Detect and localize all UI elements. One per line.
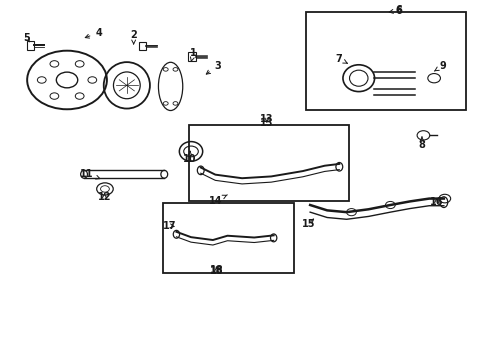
Text: 16: 16 [429,197,443,207]
Bar [138,42,146,50]
Bar [27,41,34,50]
Text: 6: 6 [395,6,402,17]
Text: 12: 12 [98,192,111,202]
Text: 15: 15 [301,219,315,229]
Text: 6: 6 [388,5,402,15]
Text: 14: 14 [208,195,227,206]
Text: 8: 8 [418,137,425,150]
Bar [188,53,196,61]
Text: 17: 17 [163,221,176,231]
Text: 18: 18 [209,265,223,275]
Text: 3: 3 [206,61,221,74]
Text: 13: 13 [260,113,273,123]
Text: 18: 18 [209,266,223,276]
Text: 13: 13 [260,118,273,128]
Bar [188,125,348,202]
Text: 9: 9 [433,61,446,71]
Bar [305,12,465,111]
Text: 7: 7 [334,54,346,64]
Text: 1: 1 [190,48,196,61]
Text: 11: 11 [80,168,100,179]
Bar [163,203,293,273]
Text: 10: 10 [183,151,196,164]
Text: 2: 2 [130,30,137,44]
Text: 5: 5 [23,33,30,43]
Text: 4: 4 [85,28,102,38]
